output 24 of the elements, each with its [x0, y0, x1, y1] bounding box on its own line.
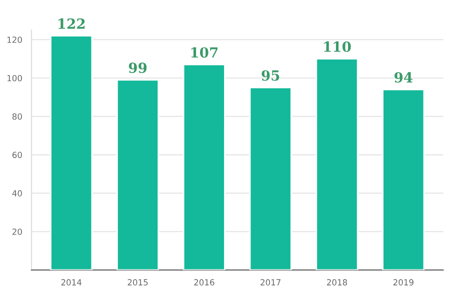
x-tick-label: 2014	[61, 279, 82, 286]
data-label: 94	[394, 72, 412, 83]
bar	[116, 79, 160, 270]
bar	[249, 86, 292, 270]
bar	[382, 88, 425, 270]
x-tick-label: 2017	[260, 279, 280, 286]
data-label: 95	[262, 70, 280, 81]
x-tick-label: 2016	[194, 279, 214, 286]
y-tick-label: 40	[12, 190, 22, 196]
data-label: 107	[191, 47, 218, 58]
bar	[50, 35, 93, 270]
y-tick-label: 120	[7, 36, 22, 43]
y-tick-label: 100	[7, 74, 22, 82]
data-label: 99	[128, 62, 147, 74]
x-tick-label: 2019	[393, 279, 414, 286]
bar	[316, 58, 358, 270]
x-tick-label: 2018	[327, 279, 348, 286]
y-tick-label: 20	[12, 228, 22, 235]
x-tick-label: 2015	[128, 279, 148, 286]
data-label: 110	[324, 41, 351, 52]
y-tick-label: 80	[12, 113, 22, 120]
y-tick-label: 60	[12, 152, 22, 158]
bar	[182, 64, 226, 270]
data-label: 122	[58, 18, 85, 29]
